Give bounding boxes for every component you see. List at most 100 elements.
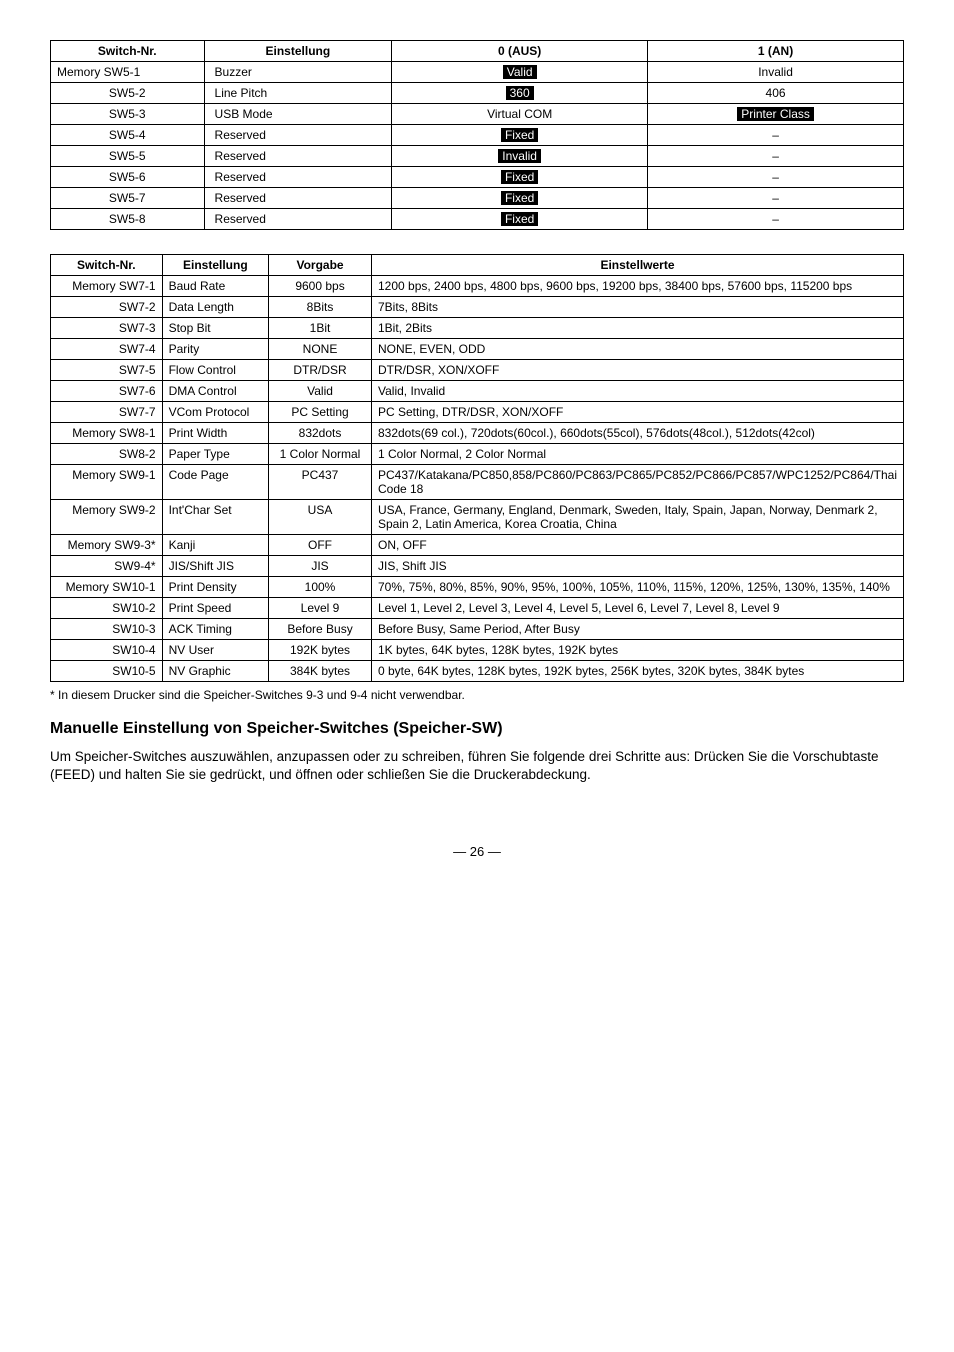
table-cell: Virtual COM <box>392 104 648 125</box>
table-header: Einstellung <box>204 41 392 62</box>
table-cell: – <box>648 146 904 167</box>
table-cell: Reserved <box>204 146 392 167</box>
table-row: SW8-2Paper Type1 Color Normal1 Color Nor… <box>51 444 904 465</box>
table-cell: DTR/DSR, XON/XOFF <box>371 360 903 381</box>
table-cell: Line Pitch <box>204 83 392 104</box>
table-cell: VCom Protocol <box>162 402 268 423</box>
table-cell: Print Speed <box>162 598 268 619</box>
table-cell: Print Width <box>162 423 268 444</box>
table-cell: PC437 <box>269 465 372 500</box>
table-cell: SW5-6 <box>51 167 205 188</box>
table-row: Memory SW9-1Code PagePC437PC437/Katakana… <box>51 465 904 500</box>
table-cell: PC437/Katakana/PC850,858/PC860/PC863/PC8… <box>371 465 903 500</box>
table-cell: USA <box>269 500 372 535</box>
table-row: SW5-7ReservedFixed– <box>51 188 904 209</box>
table-cell: Invalid <box>648 62 904 83</box>
table-row: SW5-3USB ModeVirtual COMPrinter Class <box>51 104 904 125</box>
table-header: Switch-Nr. <box>51 255 163 276</box>
table-cell: JIS/Shift JIS <box>162 556 268 577</box>
table-row: SW5-6ReservedFixed– <box>51 167 904 188</box>
table-row: SW7-7VCom ProtocolPC SettingPC Setting, … <box>51 402 904 423</box>
table-cell: SW7-4 <box>51 339 163 360</box>
table-cell: SW8-2 <box>51 444 163 465</box>
table-cell: Level 9 <box>269 598 372 619</box>
table-cell: Valid <box>269 381 372 402</box>
switch-table-sw5: Switch-Nr.Einstellung0 (AUS)1 (AN) Memor… <box>50 40 904 230</box>
table-row: SW9-4*JIS/Shift JISJISJIS, Shift JIS <box>51 556 904 577</box>
table-cell: ON, OFF <box>371 535 903 556</box>
table-cell: Fixed <box>392 167 648 188</box>
table-row: SW5-8ReservedFixed– <box>51 209 904 230</box>
table-cell: 1K bytes, 64K bytes, 128K bytes, 192K by… <box>371 640 903 661</box>
table-cell: Buzzer <box>204 62 392 83</box>
table-cell: 8Bits <box>269 297 372 318</box>
table-row: Memory SW7-1Baud Rate9600 bps1200 bps, 2… <box>51 276 904 297</box>
table-cell: 1200 bps, 2400 bps, 4800 bps, 9600 bps, … <box>371 276 903 297</box>
table-row: SW10-5NV Graphic384K bytes0 byte, 64K by… <box>51 661 904 682</box>
table-row: SW10-2Print SpeedLevel 9Level 1, Level 2… <box>51 598 904 619</box>
table-header: Einstellwerte <box>371 255 903 276</box>
table-cell: USB Mode <box>204 104 392 125</box>
table-cell: – <box>648 167 904 188</box>
table-row: SW10-3ACK TimingBefore BusyBefore Busy, … <box>51 619 904 640</box>
table-header: 0 (AUS) <box>392 41 648 62</box>
table-cell: Parity <box>162 339 268 360</box>
table-cell: 406 <box>648 83 904 104</box>
table-cell: Data Length <box>162 297 268 318</box>
table-cell: Memory SW10-1 <box>51 577 163 598</box>
table-cell: Kanji <box>162 535 268 556</box>
table-cell: SW5-8 <box>51 209 205 230</box>
table-cell: USA, France, Germany, England, Denmark, … <box>371 500 903 535</box>
table-cell: SW7-3 <box>51 318 163 339</box>
table-header: Einstellung <box>162 255 268 276</box>
table-row: SW10-4NV User192K bytes1K bytes, 64K byt… <box>51 640 904 661</box>
table-row: SW7-2Data Length8Bits7Bits, 8Bits <box>51 297 904 318</box>
table-row: Memory SW5-1BuzzerValidInvalid <box>51 62 904 83</box>
table-cell: Reserved <box>204 188 392 209</box>
table-cell: PC Setting <box>269 402 372 423</box>
table-cell: SW10-4 <box>51 640 163 661</box>
table-row: SW7-5Flow ControlDTR/DSRDTR/DSR, XON/XOF… <box>51 360 904 381</box>
table-cell: Reserved <box>204 167 392 188</box>
table-cell: 832dots(69 col.), 720dots(60col.), 660do… <box>371 423 903 444</box>
table-header: Vorgabe <box>269 255 372 276</box>
table-row: Memory SW8-1Print Width832dots832dots(69… <box>51 423 904 444</box>
table-row: SW7-6DMA ControlValidValid, Invalid <box>51 381 904 402</box>
table-cell: SW10-5 <box>51 661 163 682</box>
table-cell: Stop Bit <box>162 318 268 339</box>
table-header: 1 (AN) <box>648 41 904 62</box>
table-cell: NONE <box>269 339 372 360</box>
table-cell: Int'Char Set <box>162 500 268 535</box>
table-cell: Fixed <box>392 209 648 230</box>
table-row: SW5-5ReservedInvalid– <box>51 146 904 167</box>
table-cell: JIS <box>269 556 372 577</box>
table-cell: SW10-3 <box>51 619 163 640</box>
table-cell: NV User <box>162 640 268 661</box>
table-cell: 360 <box>392 83 648 104</box>
table-cell: DMA Control <box>162 381 268 402</box>
table-cell: Memory SW8-1 <box>51 423 163 444</box>
table-cell: Baud Rate <box>162 276 268 297</box>
table-cell: SW7-6 <box>51 381 163 402</box>
table-cell: Memory SW5-1 <box>51 62 205 83</box>
table-cell: DTR/DSR <box>269 360 372 381</box>
table-cell: 832dots <box>269 423 372 444</box>
table-row: SW7-3Stop Bit1Bit1Bit, 2Bits <box>51 318 904 339</box>
table-cell: Before Busy <box>269 619 372 640</box>
table-cell: 0 byte, 64K bytes, 128K bytes, 192K byte… <box>371 661 903 682</box>
table-cell: 1 Color Normal, 2 Color Normal <box>371 444 903 465</box>
table-cell: Reserved <box>204 209 392 230</box>
page-number: — 26 — <box>50 844 904 859</box>
table-cell: NV Graphic <box>162 661 268 682</box>
switch-table-sw7-10: Switch-Nr.EinstellungVorgabeEinstellwert… <box>50 254 904 682</box>
table-cell: Print Density <box>162 577 268 598</box>
table-cell: Invalid <box>392 146 648 167</box>
table-cell: SW5-5 <box>51 146 205 167</box>
table-cell: Memory SW9-1 <box>51 465 163 500</box>
table-cell: 192K bytes <box>269 640 372 661</box>
table-cell: Fixed <box>392 188 648 209</box>
table-cell: SW10-2 <box>51 598 163 619</box>
table-cell: Paper Type <box>162 444 268 465</box>
table-cell: 100% <box>269 577 372 598</box>
table-cell: SW5-3 <box>51 104 205 125</box>
